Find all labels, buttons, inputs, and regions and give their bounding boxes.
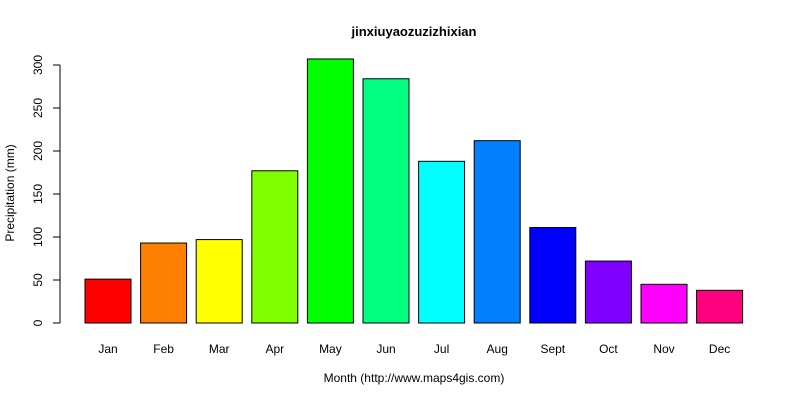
y-tick-label: 250: [31, 98, 45, 118]
x-tick-label: Oct: [599, 342, 618, 356]
y-axis: 0 50 100 150 200 250 300: [31, 55, 61, 326]
x-axis-label: Month (http://www.maps4gis.com): [324, 371, 505, 385]
y-tick-label: 300: [31, 55, 45, 75]
bars-group: [84, 58, 744, 324]
bar-oct: [584, 260, 632, 324]
y-tick-label: 50: [31, 273, 45, 287]
x-tick-label: Aug: [487, 342, 508, 356]
x-tick-labels: Jan Feb Mar Apr May Jun Jul Aug Sept Oct Nov Dec: [98, 342, 730, 356]
x-tick-label: Apr: [265, 342, 284, 356]
y-tick-label: 150: [31, 184, 45, 204]
y-tick-label: 200: [31, 141, 45, 161]
x-tick-label: Sept: [540, 342, 565, 356]
chart-title: jinxiuyaozuzizhixian: [351, 24, 477, 39]
x-tick-label: Jun: [376, 342, 395, 356]
bar-sept: [529, 227, 577, 324]
x-tick-label: Nov: [653, 342, 674, 356]
x-tick-label: Jan: [98, 342, 117, 356]
y-tick-label: 100: [31, 227, 45, 247]
x-tick-label: Feb: [153, 342, 174, 356]
bar-nov: [640, 283, 688, 324]
bar-jul: [418, 160, 466, 324]
x-tick-label: May: [319, 342, 342, 356]
bar-may: [306, 58, 354, 324]
bar-feb: [140, 242, 188, 324]
y-tick-label: 0: [31, 319, 45, 326]
x-tick-label: Mar: [209, 342, 230, 356]
x-tick-label: Jul: [434, 342, 449, 356]
y-axis-label: Precipitation (mm): [3, 144, 17, 241]
bar-aug: [473, 140, 521, 324]
bar-jan: [84, 278, 132, 324]
bar-jun: [362, 78, 410, 324]
x-tick-label: Dec: [709, 342, 730, 356]
bar-dec: [696, 289, 744, 324]
bar-apr: [251, 170, 299, 324]
bar-mar: [195, 239, 243, 324]
